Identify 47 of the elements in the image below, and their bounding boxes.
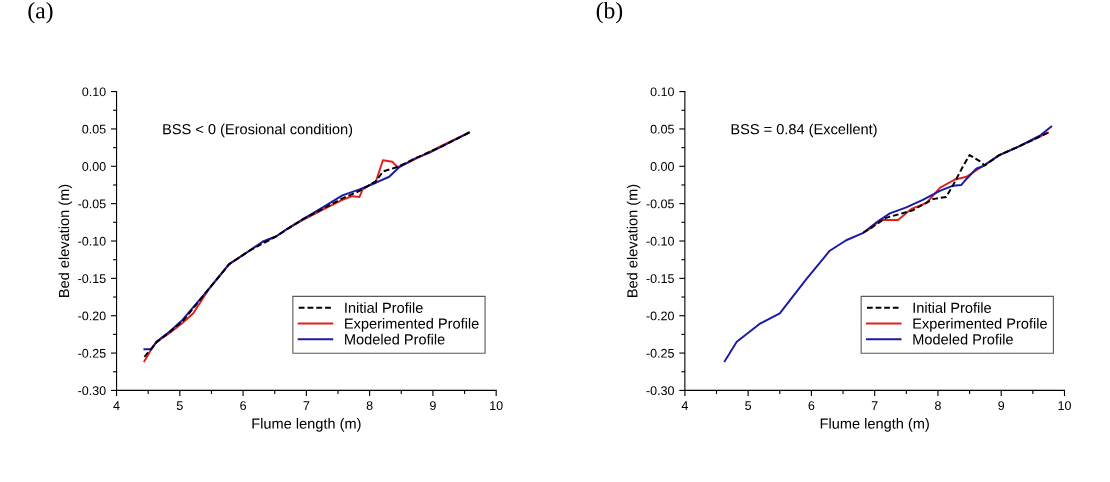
- y-tick-label: -0.10: [78, 236, 106, 246]
- x-tick-label: 5: [745, 401, 752, 411]
- y-tick-label: -0.15: [646, 274, 674, 284]
- x-tick-label: 6: [240, 401, 247, 411]
- x-tick-label: 7: [303, 401, 310, 410]
- x-tick-label: 4: [113, 401, 120, 410]
- y-tick-label: 0.05: [650, 124, 674, 134]
- x-tick-label: 8: [366, 401, 373, 411]
- x-tick-label: 10: [1058, 401, 1071, 411]
- y-tick-label: 0.10: [650, 87, 674, 97]
- y-axis-title: Bed elevation (m): [626, 184, 641, 297]
- x-tick-label: 6: [808, 401, 815, 411]
- chart-title: (a): [28, 1, 53, 24]
- annotation: BSS < 0 (Erosional condition): [163, 123, 353, 138]
- y-tick-label: -0.05: [646, 199, 674, 209]
- y-tick-label: 0.00: [650, 162, 674, 171]
- legend-label: Initial Profile: [345, 302, 423, 313]
- y-tick-label: -0.30: [78, 386, 106, 396]
- x-tick-label: 10: [490, 401, 503, 411]
- line-series: [723, 125, 1053, 363]
- x-tick-label: 9: [430, 401, 436, 411]
- x-tick-label: 7: [871, 401, 878, 410]
- legend-label: Initial Profile: [913, 302, 991, 313]
- annotation: BSS = 0.84 (Excellent): [731, 123, 877, 138]
- x-axis-title: Flume length (m): [252, 418, 361, 432]
- y-tick-label: -0.10: [646, 236, 674, 246]
- legend-label: Experimented Profile: [913, 318, 1047, 332]
- x-tick-label: 5: [176, 401, 183, 411]
- x-tick-label: 9: [998, 401, 1005, 411]
- legend-label: Modeled Profile: [345, 333, 445, 345]
- x-tick-label: 8: [935, 401, 941, 411]
- legend-label: Experimented Profile: [345, 318, 479, 332]
- y-tick-label: -0.30: [646, 386, 674, 396]
- y-tick-label: -0.20: [78, 311, 106, 321]
- y-axis-title: Bed elevation (m): [58, 184, 73, 297]
- y-tick-label: 0.10: [82, 87, 106, 97]
- y-tick-label: -0.25: [78, 348, 106, 358]
- y-tick-label: -0.05: [78, 199, 106, 209]
- x-axis-title: Flume length (m): [820, 418, 929, 432]
- y-tick-label: 0.05: [82, 124, 106, 134]
- y-tick-label: -0.15: [78, 274, 106, 284]
- y-tick-label: -0.20: [646, 311, 674, 321]
- chart-title: (b): [596, 1, 623, 24]
- legend-label: Modeled Profile: [913, 333, 1013, 345]
- x-tick-label: 4: [681, 401, 688, 410]
- y-tick-label: 0.00: [82, 162, 106, 171]
- y-tick-label: -0.25: [646, 348, 674, 358]
